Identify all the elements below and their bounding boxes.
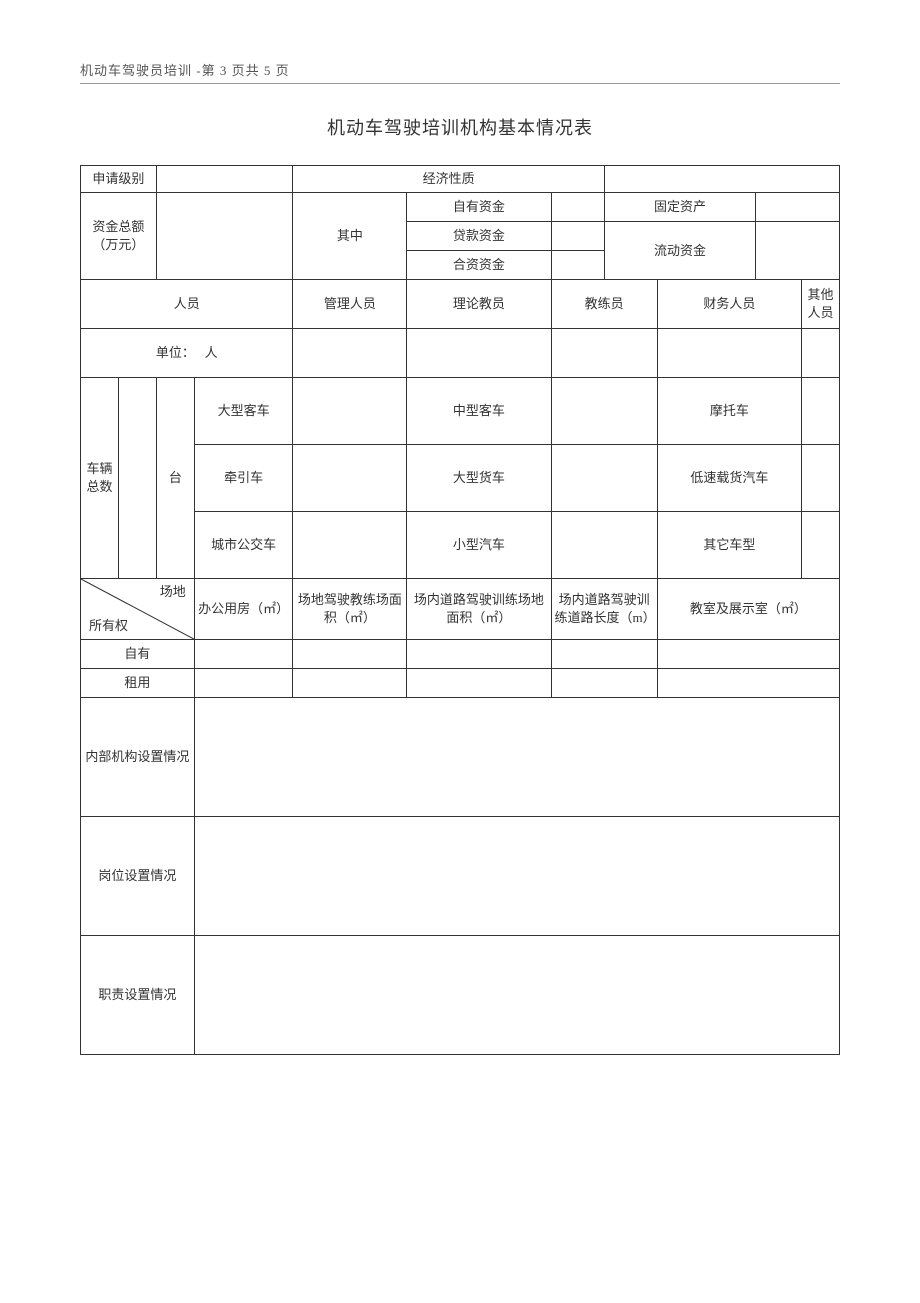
value-rent-inroad-len: [551, 669, 657, 698]
value-motorcycle: [801, 378, 839, 445]
label-low-speed-truck: 低速载货汽车: [657, 445, 801, 512]
page-header: 机动车驾驶员培训 -第 3 页共 5 页: [80, 60, 840, 84]
value-tractor: [293, 445, 407, 512]
value-self-inroad-area: [407, 640, 551, 669]
label-post-setup: 岗位设置情况: [81, 817, 195, 936]
label-own-funds: 自有资金: [407, 193, 551, 222]
label-unit-tai: 台: [156, 378, 194, 579]
row-vehicle-2: 牵引车 大型货车 低速载货汽车: [81, 445, 840, 512]
value-large-truck: [551, 445, 657, 512]
value-post-setup: [194, 817, 839, 936]
label-managers: 管理人员: [293, 280, 407, 329]
row-personnel-header: 人员 管理人员 理论教员 教练员 财务人员 其他人员: [81, 280, 840, 329]
label-of-which: 其中: [293, 193, 407, 280]
row-funds-1: 资金总额（万元） 其中 自有资金 固定资产: [81, 193, 840, 222]
label-fixed-assets: 固定资产: [604, 193, 756, 222]
label-internal-org: 内部机构设置情况: [81, 698, 195, 817]
label-large-bus: 大型客车: [194, 378, 293, 445]
label-coaches: 教练员: [551, 280, 657, 329]
value-small-car: [551, 512, 657, 579]
label-other-vehicle: 其它车型: [657, 512, 801, 579]
label-working-capital: 流动资金: [604, 222, 756, 280]
label-city-bus: 城市公交车: [194, 512, 293, 579]
label-motorcycle: 摩托车: [657, 378, 801, 445]
label-economic-nature: 经济性质: [293, 166, 604, 193]
label-vehicle-total: 车辆总数: [81, 378, 119, 579]
value-vehicle-total: [118, 378, 156, 579]
row-personnel-values: 单位： 人: [81, 329, 840, 378]
value-managers: [293, 329, 407, 378]
label-loan-funds: 贷款资金: [407, 222, 551, 251]
row-self-owned: 自有: [81, 640, 840, 669]
label-finance-staff: 财务人员: [657, 280, 801, 329]
value-rent-field: [293, 669, 407, 698]
value-large-bus: [293, 378, 407, 445]
value-coaches: [551, 329, 657, 378]
label-tractor: 牵引车: [194, 445, 293, 512]
value-low-speed-truck: [801, 445, 839, 512]
value-joint-funds: [551, 251, 604, 280]
diagonal-site-ownership: 场地 所有权: [81, 579, 195, 640]
form-title: 机动车驾驶培训机构基本情况表: [80, 114, 840, 140]
label-inroad-training-area: 场内道路驾驶训练场地面积（㎡）: [407, 579, 551, 640]
row-rented: 租用: [81, 669, 840, 698]
label-classroom-area: 教室及展示室（㎡）: [657, 579, 839, 640]
value-economic-nature: [604, 166, 839, 193]
label-training-field-area: 场地驾驶教练场面积（㎡）: [293, 579, 407, 640]
label-joint-funds: 合资资金: [407, 251, 551, 280]
row-vehicle-3: 城市公交车 小型汽车 其它车型: [81, 512, 840, 579]
row-post-setup: 岗位设置情况: [81, 817, 840, 936]
label-rented: 租用: [81, 669, 195, 698]
label-inroad-length: 场内道路驾驶训练道路长度（m）: [551, 579, 657, 640]
value-medium-bus: [551, 378, 657, 445]
value-self-inroad-len: [551, 640, 657, 669]
label-office-area: 办公用房（㎡）: [194, 579, 293, 640]
value-application-level: [156, 166, 293, 193]
label-theory-teachers: 理论教员: [407, 280, 551, 329]
page-container: 机动车驾驶员培训 -第 3 页共 5 页 机动车驾驶培训机构基本情况表 申请级别…: [0, 0, 920, 1115]
value-internal-org: [194, 698, 839, 817]
value-self-classroom: [657, 640, 839, 669]
value-fixed-assets: [756, 193, 840, 222]
value-rent-inroad-area: [407, 669, 551, 698]
value-self-field: [293, 640, 407, 669]
label-application-level: 申请级别: [81, 166, 157, 193]
value-other-staff: [801, 329, 839, 378]
label-self-owned: 自有: [81, 640, 195, 669]
value-other-vehicle: [801, 512, 839, 579]
value-self-office: [194, 640, 293, 669]
value-rent-office: [194, 669, 293, 698]
value-finance-staff: [657, 329, 801, 378]
row-internal-org: 内部机构设置情况: [81, 698, 840, 817]
row-vehicle-1: 车辆总数 台 大型客车 中型客车 摩托车: [81, 378, 840, 445]
value-city-bus: [293, 512, 407, 579]
value-duty-setup: [194, 936, 839, 1055]
label-duty-setup: 职责设置情况: [81, 936, 195, 1055]
label-total-funds: 资金总额（万元）: [81, 193, 157, 280]
value-total-funds: [156, 193, 293, 280]
label-unit-person: 单位： 人: [81, 329, 293, 378]
value-rent-classroom: [657, 669, 839, 698]
value-loan-funds: [551, 222, 604, 251]
label-other-staff: 其他人员: [801, 280, 839, 329]
label-large-truck: 大型货车: [407, 445, 551, 512]
value-own-funds: [551, 193, 604, 222]
row-site-header: 场地 所有权 办公用房（㎡） 场地驾驶教练场面积（㎡） 场内道路驾驶训练场地面积…: [81, 579, 840, 640]
label-medium-bus: 中型客车: [407, 378, 551, 445]
label-personnel: 人员: [81, 280, 293, 329]
row-application: 申请级别 经济性质: [81, 166, 840, 193]
row-duty-setup: 职责设置情况: [81, 936, 840, 1055]
value-working-capital: [756, 222, 840, 280]
basic-info-table: 申请级别 经济性质 资金总额（万元） 其中 自有资金 固定资产 贷款资金 流动资…: [80, 165, 840, 1055]
value-theory-teachers: [407, 329, 551, 378]
label-small-car: 小型汽车: [407, 512, 551, 579]
